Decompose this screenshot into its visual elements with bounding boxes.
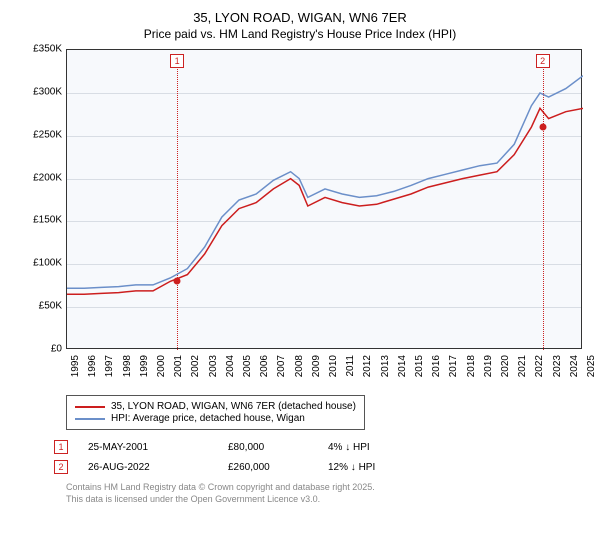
x-axis-label: 1995: [70, 355, 81, 395]
y-axis-label: £50K: [22, 301, 62, 312]
x-axis-label: 2013: [380, 355, 391, 395]
x-axis-label: 1997: [104, 355, 115, 395]
x-axis-label: 2019: [483, 355, 494, 395]
x-axis-label: 1999: [139, 355, 150, 395]
x-axis-label: 2002: [190, 355, 201, 395]
sales-date: 26-AUG-2022: [88, 462, 228, 473]
sales-row: 2 26-AUG-2022£260,00012% ↓ HPI: [54, 460, 588, 474]
x-axis-label: 1998: [122, 355, 133, 395]
chart-container: 35, LYON ROAD, WIGAN, WN6 7ER Price paid…: [0, 0, 600, 560]
x-axis-label: 2014: [397, 355, 408, 395]
x-axis-label: 2004: [225, 355, 236, 395]
x-axis-label: 2010: [328, 355, 339, 395]
legend-swatch: [75, 418, 105, 420]
series-line-property: [67, 108, 583, 294]
chart-subtitle: Price paid vs. HM Land Registry's House …: [12, 27, 588, 41]
legend-label: HPI: Average price, detached house, Wiga…: [111, 413, 305, 424]
x-axis-label: 2024: [569, 355, 580, 395]
x-axis-label: 2015: [414, 355, 425, 395]
sales-price: £260,000: [228, 462, 328, 473]
x-axis-label: 2017: [448, 355, 459, 395]
sales-marker: 1: [54, 440, 68, 454]
legend-row: 35, LYON ROAD, WIGAN, WN6 7ER (detached …: [75, 401, 356, 412]
legend-row: HPI: Average price, detached house, Wiga…: [75, 413, 356, 424]
attribution-line1: Contains HM Land Registry data © Crown c…: [66, 482, 588, 494]
x-axis-label: 2001: [173, 355, 184, 395]
x-axis-label: 2018: [466, 355, 477, 395]
y-axis-label: £350K: [22, 44, 62, 55]
sales-date: 25-MAY-2001: [88, 442, 228, 453]
x-axis-label: 2022: [534, 355, 545, 395]
y-axis-label: £300K: [22, 86, 62, 97]
x-axis-label: 2006: [259, 355, 270, 395]
x-axis-label: 2012: [362, 355, 373, 395]
x-axis-label: 2023: [552, 355, 563, 395]
x-axis-label: 2007: [276, 355, 287, 395]
y-axis-label: £150K: [22, 215, 62, 226]
x-axis-label: 2000: [156, 355, 167, 395]
sales-row: 1 25-MAY-2001£80,0004% ↓ HPI: [54, 440, 588, 454]
attribution-line2: This data is licensed under the Open Gov…: [66, 494, 588, 506]
plot-area: 12: [66, 49, 582, 349]
x-axis-label: 2020: [500, 355, 511, 395]
legend-box: 35, LYON ROAD, WIGAN, WN6 7ER (detached …: [66, 395, 365, 430]
y-axis-label: £250K: [22, 129, 62, 140]
y-axis-label: £100K: [22, 258, 62, 269]
y-axis-label: £0: [22, 344, 62, 355]
chart-area: 12 £0£50K£100K£150K£200K£250K£300K£350K1…: [22, 49, 582, 389]
marker-point: [539, 124, 546, 131]
y-axis-label: £200K: [22, 172, 62, 183]
marker-point: [174, 278, 181, 285]
x-axis-label: 2008: [294, 355, 305, 395]
sales-table: 1 25-MAY-2001£80,0004% ↓ HPI 2 26-AUG-2022£…: [54, 440, 588, 474]
legend-label: 35, LYON ROAD, WIGAN, WN6 7ER (detached …: [111, 401, 356, 412]
attribution: Contains HM Land Registry data © Crown c…: [66, 482, 588, 505]
sales-delta: 4% ↓ HPI: [328, 442, 428, 453]
sales-price: £80,000: [228, 442, 328, 453]
x-axis-label: 2016: [431, 355, 442, 395]
sales-delta: 12% ↓ HPI: [328, 462, 428, 473]
x-axis-label: 2021: [517, 355, 528, 395]
x-axis-label: 2011: [345, 355, 356, 395]
marker-box: 1: [170, 54, 184, 68]
legend-swatch: [75, 406, 105, 408]
series-line-hpi: [67, 76, 583, 289]
x-axis-label: 2025: [586, 355, 597, 395]
x-axis-label: 2003: [208, 355, 219, 395]
x-axis-label: 2009: [311, 355, 322, 395]
sales-marker: 2: [54, 460, 68, 474]
marker-box: 2: [536, 54, 550, 68]
x-axis-label: 2005: [242, 355, 253, 395]
chart-title: 35, LYON ROAD, WIGAN, WN6 7ER: [12, 10, 588, 25]
chart-svg: [67, 50, 583, 350]
x-axis-label: 1996: [87, 355, 98, 395]
